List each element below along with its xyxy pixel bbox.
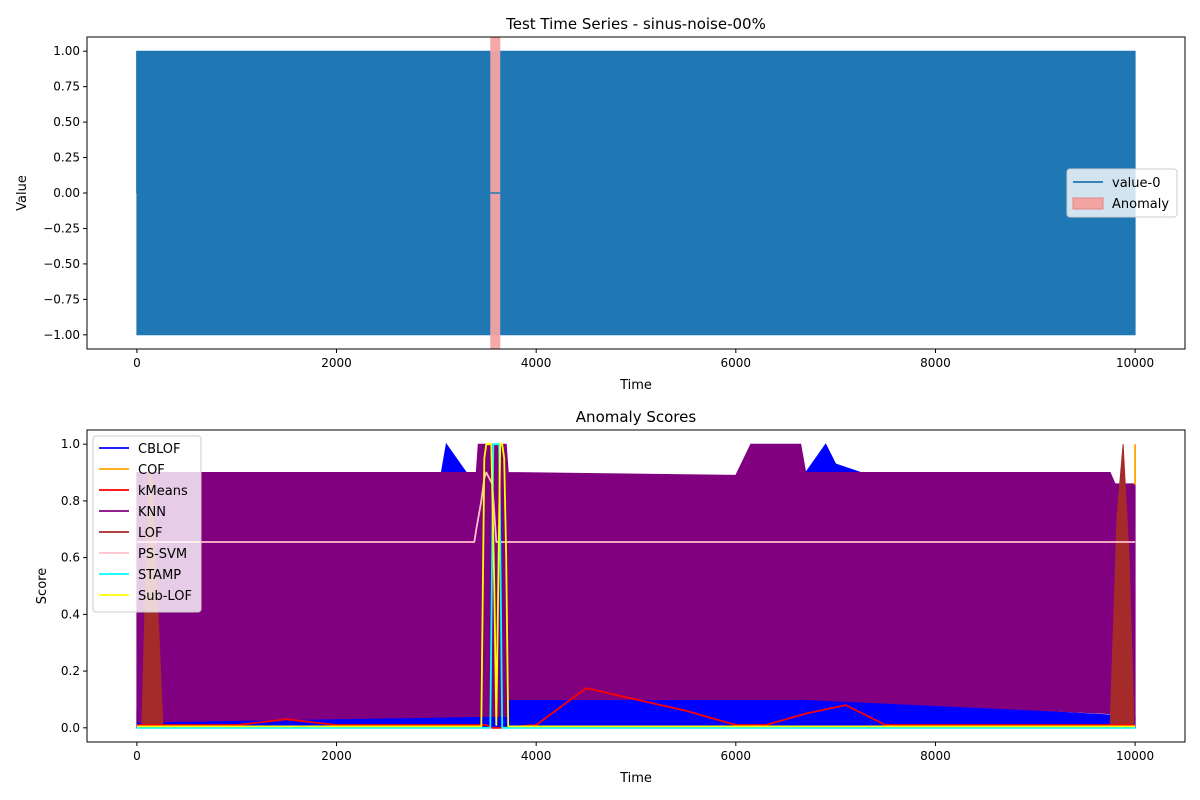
y-tick-label: 0.25	[53, 151, 80, 165]
y-tick-label: 0.8	[61, 494, 80, 508]
series-stamp-line	[136, 443, 1136, 729]
time-series-x-axis-label: Time	[619, 378, 652, 393]
legend-label-value-0: value-0	[1112, 176, 1160, 191]
anomaly-scores-x-ticks: 0 2000 4000 6000 8000 10000	[133, 742, 1154, 763]
time-series-plot-area	[136, 37, 1136, 349]
series-cof-line	[1134, 444, 1136, 485]
anomaly-scores-legend: CBLOF COF kMeans KNN LOF PS-SVM STAMP Sub-LOF	[92, 435, 202, 613]
y-tick-label: 0.50	[53, 115, 80, 129]
legend-box	[92, 435, 202, 613]
anomaly-scores-y-axis-label: Score	[35, 568, 50, 604]
y-tick-label: −0.75	[43, 292, 80, 306]
series-knn-band	[136, 443, 1136, 723]
y-tick-label: 1.0	[61, 437, 80, 451]
time-series-axes-frame	[86, 36, 1186, 350]
time-series-y-ticks: −1.00 −0.75 −0.50 −0.25 0.00 0.25 0.50 0.75 1.00	[43, 44, 87, 342]
legend-label-ps-svm: PS-SVM	[138, 547, 187, 562]
anomaly-scores-title: Anomaly Scores	[576, 408, 697, 426]
y-tick-label: 0.6	[61, 551, 80, 565]
anomaly-scores-plot-area	[136, 442, 1136, 729]
time-series-y-axis-label: Value	[15, 175, 30, 211]
legend-label-knn: KNN	[138, 505, 166, 520]
x-tick-label: 2000	[321, 356, 352, 370]
time-series-title: Test Time Series - sinus-noise-00%	[505, 15, 766, 33]
anomaly-scores-axes-frame	[86, 429, 1186, 743]
x-tick-label: 0	[133, 749, 141, 763]
x-tick-label: 6000	[721, 356, 752, 370]
legend-label-stamp: STAMP	[138, 568, 181, 583]
x-tick-label: 8000	[920, 356, 951, 370]
y-tick-label: 0.4	[61, 607, 80, 621]
legend-label-kmeans: kMeans	[138, 484, 188, 499]
anomaly-scores-x-axis-label: Time	[619, 771, 652, 786]
y-tick-label: 0.2	[61, 664, 80, 678]
x-tick-label: 10000	[1116, 356, 1154, 370]
legend-label-sub-lof: Sub-LOF	[138, 589, 192, 604]
x-tick-label: 6000	[721, 749, 752, 763]
legend-label-cblof: CBLOF	[138, 442, 181, 457]
anomaly-scores-y-ticks: 0.0 0.2 0.4 0.6 0.8 1.0	[61, 437, 87, 735]
y-tick-label: 1.00	[53, 44, 80, 58]
legend-swatch-anomaly	[1072, 197, 1104, 210]
time-series-panel: Test Time Series - sinus-noise-00% 0 2000…	[15, 15, 1186, 393]
series-sub-lof-line	[136, 443, 1136, 728]
time-series-legend: value-0 Anomaly	[1066, 168, 1178, 218]
y-tick-label: 0.75	[53, 80, 80, 94]
x-tick-label: 4000	[521, 356, 552, 370]
time-series-x-ticks: 0 2000 4000 6000 8000 10000	[133, 349, 1154, 370]
x-tick-label: 2000	[321, 749, 352, 763]
anomaly-scores-panel: Anomaly Scores 0 2000 4000 6000 8000 10000 0.…	[35, 408, 1186, 786]
series-kmeans-line	[136, 687, 1136, 729]
x-tick-label: 8000	[920, 749, 951, 763]
y-tick-label: −0.50	[43, 257, 80, 271]
x-tick-label: 10000	[1116, 749, 1154, 763]
x-tick-label: 0	[133, 356, 141, 370]
legend-label-lof: LOF	[138, 526, 163, 541]
legend-label-anomaly: Anomaly	[1112, 197, 1169, 212]
legend-label-cof: COF	[138, 463, 165, 478]
series-value-0-band	[136, 50, 1136, 336]
y-tick-label: 0.0	[61, 721, 80, 735]
y-tick-label: −1.00	[43, 328, 80, 342]
x-tick-label: 4000	[521, 749, 552, 763]
y-tick-label: −0.25	[43, 221, 80, 235]
y-tick-label: 0.00	[53, 186, 80, 200]
